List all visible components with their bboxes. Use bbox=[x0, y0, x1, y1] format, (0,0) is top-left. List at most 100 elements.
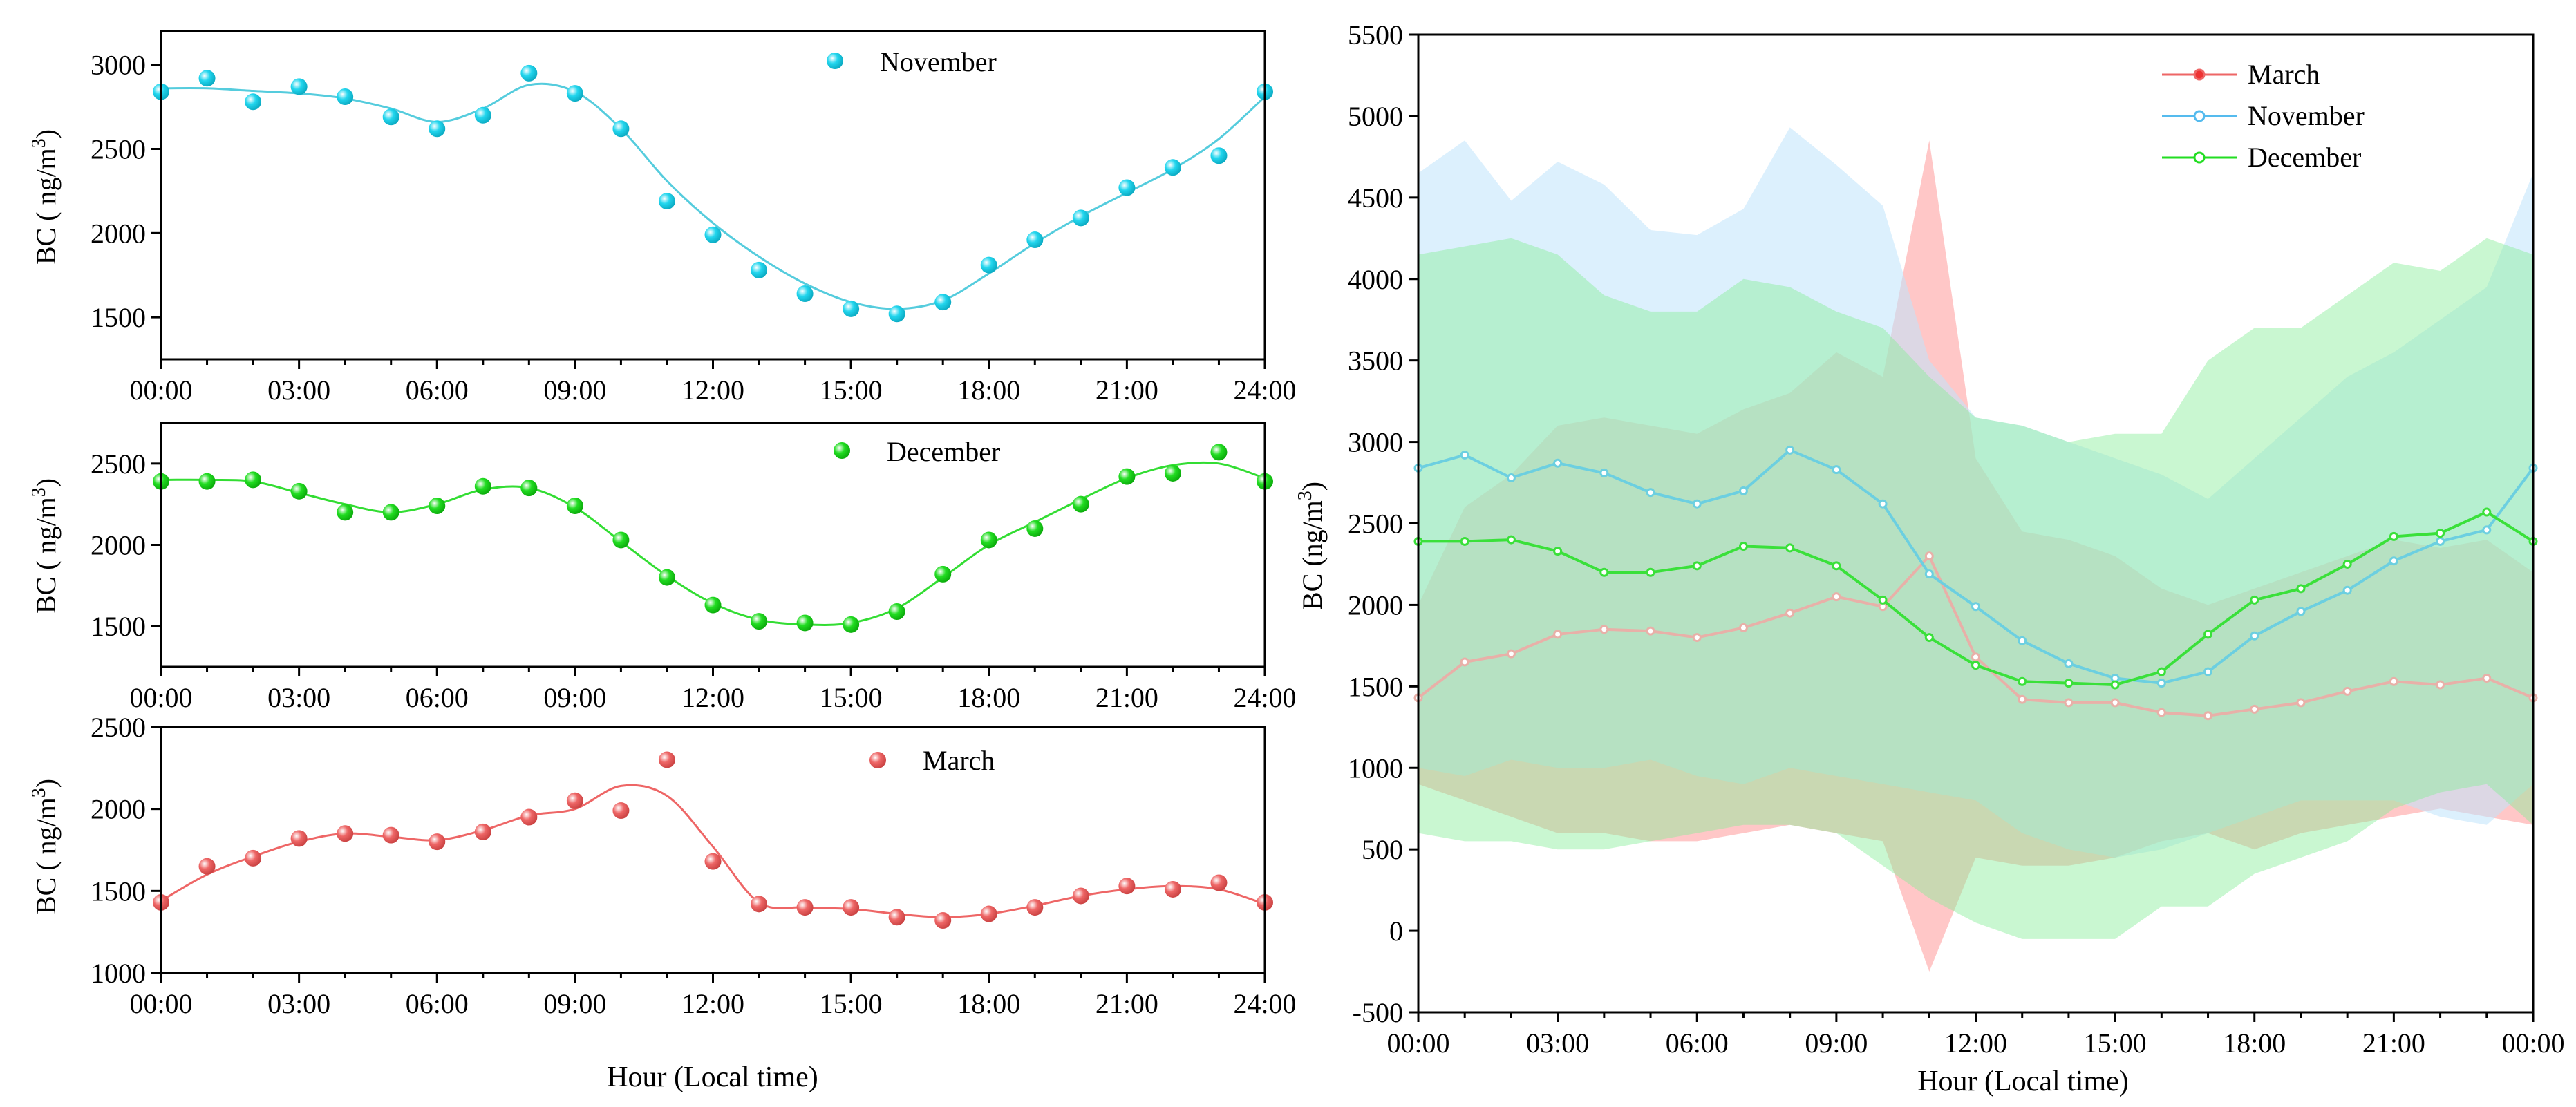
combined-y-tick-label: 3000 bbox=[1348, 427, 1403, 458]
nov-plot-frame bbox=[160, 30, 1266, 361]
dec-x-tick-label: 12:00 bbox=[681, 682, 744, 713]
mar-x-tick-label: 09:00 bbox=[543, 988, 606, 1019]
dec-data-point bbox=[337, 504, 354, 521]
dec-data-point bbox=[1210, 444, 1228, 461]
december-mean-point bbox=[2203, 630, 2213, 639]
december-mean-point bbox=[1506, 535, 1516, 545]
december-mean-point bbox=[1785, 543, 1795, 553]
march-mean-point bbox=[2436, 680, 2445, 690]
combined-y-tick-label: 500 bbox=[1362, 834, 1403, 865]
combined-legend: March November December bbox=[2162, 59, 2365, 173]
november-mean-point bbox=[2342, 585, 2352, 595]
november-mean-point bbox=[2436, 536, 2445, 546]
mar-x-tick-label: 15:00 bbox=[820, 988, 883, 1019]
combined-y-tick-label: 4500 bbox=[1348, 182, 1403, 214]
dec-data-point bbox=[290, 482, 308, 500]
nov-data-point bbox=[337, 88, 354, 105]
combined-y-tick-label: 1000 bbox=[1348, 753, 1403, 784]
november-mean-point bbox=[1553, 458, 1563, 468]
december-mean-point bbox=[1646, 567, 1655, 577]
dec-data-point bbox=[704, 596, 722, 614]
nov-data-point bbox=[934, 294, 952, 311]
dec-data-point bbox=[566, 498, 583, 515]
december-legend-label: December bbox=[887, 436, 1000, 467]
november-mean-point bbox=[2482, 525, 2492, 535]
november-legend-label: November bbox=[2248, 100, 2365, 131]
march-mean-point bbox=[2389, 676, 2398, 686]
december-mean-point bbox=[2110, 680, 2120, 690]
mar-data-point bbox=[888, 909, 905, 926]
december-panel: 1500 2000 2500 00:00 03:00 06:00 09:00 12:00 15:… bbox=[28, 422, 1297, 713]
combined-x-tick-label: 06:00 bbox=[1666, 1028, 1729, 1059]
november-mean-point bbox=[2389, 556, 2398, 566]
mar-data-point bbox=[751, 896, 768, 913]
nov-x-tick-label: 09:00 bbox=[543, 375, 606, 406]
mar-y-tick-label: 1000 bbox=[91, 958, 146, 989]
mar-data-point bbox=[290, 830, 308, 847]
mar-x-tick-label: 12:00 bbox=[681, 988, 744, 1019]
dec-data-point bbox=[796, 614, 814, 632]
nov-data-point bbox=[658, 193, 675, 210]
december-range-band bbox=[1418, 238, 2533, 939]
dec-x-tick-label: 15:00 bbox=[820, 682, 883, 713]
nov-x-tick-label: 24:00 bbox=[1233, 375, 1296, 406]
nov-data-point bbox=[704, 226, 722, 243]
mar-data-point bbox=[1164, 880, 1181, 898]
dec-x-tick-label: 21:00 bbox=[1096, 682, 1158, 713]
december-mean-point bbox=[1924, 633, 1934, 643]
november-mean-point bbox=[1924, 569, 1934, 579]
combined-y-tick-label: 4000 bbox=[1348, 264, 1403, 295]
november-legend-marker bbox=[2193, 110, 2206, 122]
november-mean-point bbox=[2296, 607, 2306, 616]
march-panel: 1000 1500 2000 2500 00:00 03:00 06:00 09:00 12:0… bbox=[28, 712, 1297, 1093]
nov-data-point bbox=[520, 64, 538, 82]
december-mean-point bbox=[2342, 559, 2352, 569]
mar-data-point bbox=[934, 912, 952, 929]
november-mean-point bbox=[2064, 659, 2074, 668]
nov-x-tick-label: 03:00 bbox=[267, 375, 330, 406]
dec-data-point bbox=[1072, 495, 1089, 513]
nov-x-tick-label: 21:00 bbox=[1096, 375, 1158, 406]
november-mean-point bbox=[2156, 679, 2166, 688]
december-mean-point bbox=[2250, 595, 2259, 605]
mar-data-point bbox=[198, 858, 216, 875]
dec-data-point bbox=[382, 504, 399, 521]
dec-data-point bbox=[934, 565, 952, 583]
mar-data-point bbox=[1026, 899, 1044, 916]
nov-data-point bbox=[612, 120, 630, 138]
dec-x-tick-label: 18:00 bbox=[957, 682, 1020, 713]
mar-plot-frame bbox=[160, 726, 1266, 974]
mar-y-tick-label: 2500 bbox=[91, 712, 146, 743]
dec-data-point bbox=[245, 471, 262, 489]
nov-data-point bbox=[1026, 231, 1044, 249]
march-mean-point bbox=[2203, 711, 2213, 721]
dec-data-point bbox=[520, 480, 538, 497]
dec-data-point bbox=[198, 473, 216, 490]
november-mean-point bbox=[2250, 631, 2259, 641]
nov-y-tick-label: 3000 bbox=[91, 50, 146, 81]
mar-y-tick-label: 1500 bbox=[91, 876, 146, 907]
nov-data-point bbox=[843, 300, 860, 317]
march-mean-point bbox=[1971, 652, 1980, 662]
combined-y-axis-label: BC (ng/m3) bbox=[1295, 482, 1328, 610]
december-legend-marker bbox=[2193, 151, 2206, 164]
combined-y-tick-label: 5500 bbox=[1348, 19, 1403, 50]
right-x-axis-label: Hour (Local time) bbox=[1917, 1066, 2129, 1097]
mar-data-point bbox=[1118, 878, 1136, 895]
combined-x-tick-label: 00:00 bbox=[2501, 1028, 2564, 1059]
dec-x-tick-label: 03:00 bbox=[267, 682, 330, 713]
mar-data-point bbox=[382, 826, 399, 844]
dec-data-point bbox=[843, 616, 860, 633]
mar-x-tick-label: 18:00 bbox=[957, 988, 1020, 1019]
dec-x-tick-label: 00:00 bbox=[129, 682, 192, 713]
mar-data-point bbox=[429, 833, 446, 851]
november-mean-point bbox=[1785, 445, 1795, 455]
march-mean-point bbox=[1832, 592, 1841, 602]
mar-y-tick-label: 2000 bbox=[91, 794, 146, 825]
november-mean-point bbox=[2018, 636, 2027, 645]
dec-data-point bbox=[1026, 520, 1044, 537]
nov-x-tick-label: 18:00 bbox=[957, 375, 1020, 406]
mar-x-tick-label: 24:00 bbox=[1233, 988, 1296, 1019]
march-mean-point bbox=[1506, 649, 1516, 659]
march-mean-point bbox=[1738, 623, 1748, 632]
